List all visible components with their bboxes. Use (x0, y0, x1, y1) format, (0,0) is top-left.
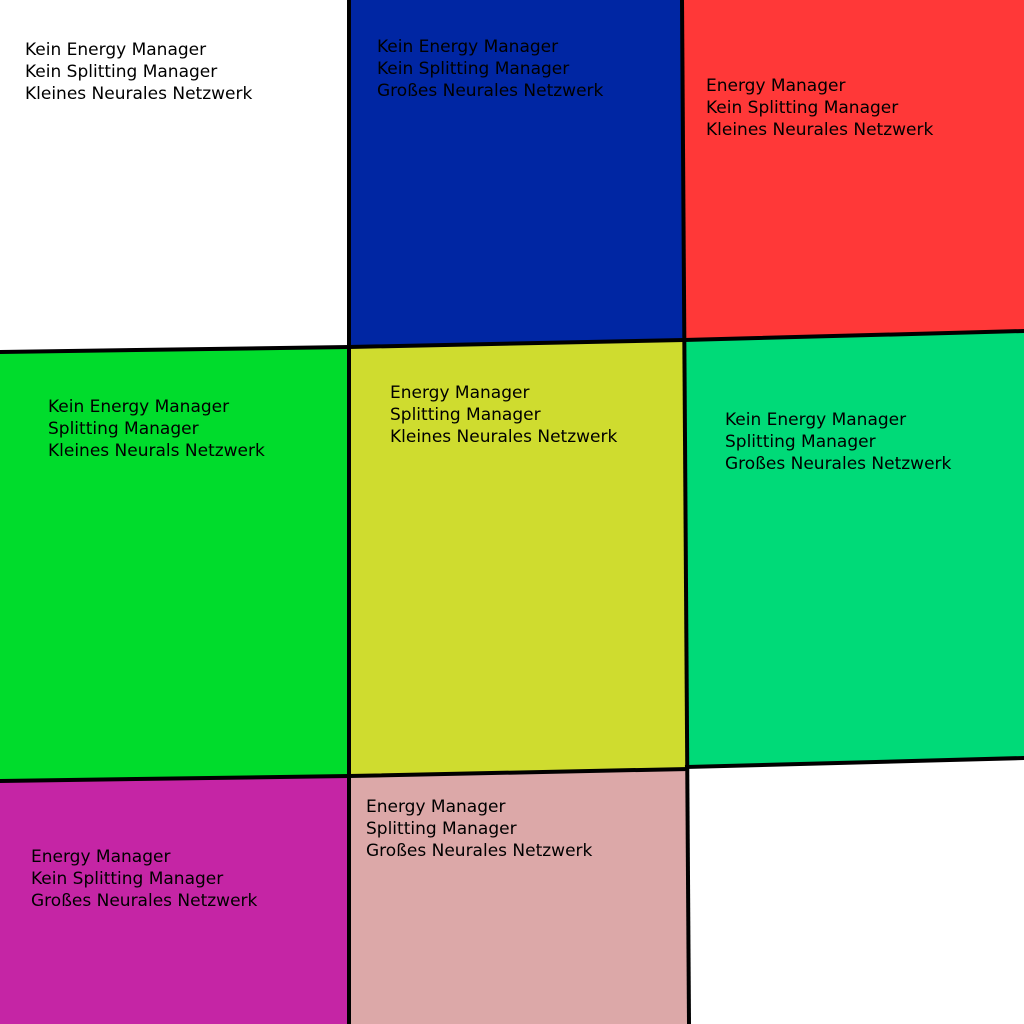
cell-label-c1: Kein Energy Manager Kein Splitting Manag… (25, 39, 252, 105)
cell-label-line: Energy Manager (31, 847, 171, 867)
cell-label-line: Kein Splitting Manager (706, 98, 899, 118)
cell-fill-c2 (349, 0, 684, 347)
cell-label-line: Kleines Neurals Netzwerk (48, 441, 265, 461)
cell-label-c5: Energy Manager Splitting Manager Kleines… (390, 382, 617, 448)
cell-label-line: Kleines Neurales Netzwerk (706, 120, 934, 140)
cell-label-line: Energy Manager (390, 383, 530, 403)
cell-fill-empty (687, 758, 1024, 1024)
cell-label-c3: Energy Manager Kein Splitting Manager Kl… (706, 75, 933, 141)
cell-label-c6: Kein Energy Manager Splitting Manager Gr… (725, 409, 951, 475)
cell-label-line: Kleines Neurales Netzwerk (25, 84, 253, 104)
cell-fill-c3 (682, 0, 1024, 340)
horizontal-divider-top (0, 328, 1024, 355)
cell-fill-c6 (684, 331, 1024, 767)
cell-label-line: Kein Energy Manager (725, 410, 907, 430)
cell-label-c4: Kein Energy Manager Splitting Manager Kl… (48, 396, 265, 462)
cell-label-line: Großes Neurales Netzwerk (366, 841, 593, 861)
horizontal-divider-middle-left (0, 766, 690, 784)
cell-fill-c5 (349, 340, 687, 776)
cell-fill-c1 (0, 0, 349, 352)
cell-label-line: Kein Splitting Manager (377, 59, 570, 79)
cell-label-line: Energy Manager (366, 797, 506, 817)
vertical-divider-right (679, 0, 692, 1024)
cell-label-c8: Energy Manager Splitting Manager Großes … (366, 796, 592, 862)
cell-label-line: Großes Neurales Netzwerk (725, 454, 952, 474)
cell-label-line: Splitting Manager (390, 405, 541, 425)
cell-label-line: Splitting Manager (725, 432, 876, 452)
cell-fill-c4 (0, 347, 349, 781)
cell-label-c7: Energy Manager Kein Splitting Manager Gr… (31, 846, 257, 912)
cell-label-line: Energy Manager (706, 76, 846, 96)
cell-label-line: Kein Energy Manager (48, 397, 230, 417)
cell-label-c2: Kein Energy Manager Kein Splitting Manag… (377, 36, 603, 102)
cell-label-line: Kein Energy Manager (25, 40, 207, 60)
cell-label-line: Kein Splitting Manager (25, 62, 218, 82)
cell-label-line: Splitting Manager (366, 819, 517, 839)
cell-label-line: Splitting Manager (48, 419, 199, 439)
horizontal-divider-middle-right (684, 755, 1024, 770)
cell-label-line: Großes Neurales Netzwerk (377, 81, 604, 101)
cell-label-line: Großes Neurales Netzwerk (31, 891, 258, 911)
cell-label-line: Kein Splitting Manager (31, 869, 224, 889)
cell-fill-c7 (0, 776, 349, 1024)
cell-fill-c8 (349, 769, 689, 1024)
cell-label-line: Kein Energy Manager (377, 37, 559, 57)
cell-label-line: Kleines Neurales Netzwerk (390, 427, 618, 447)
